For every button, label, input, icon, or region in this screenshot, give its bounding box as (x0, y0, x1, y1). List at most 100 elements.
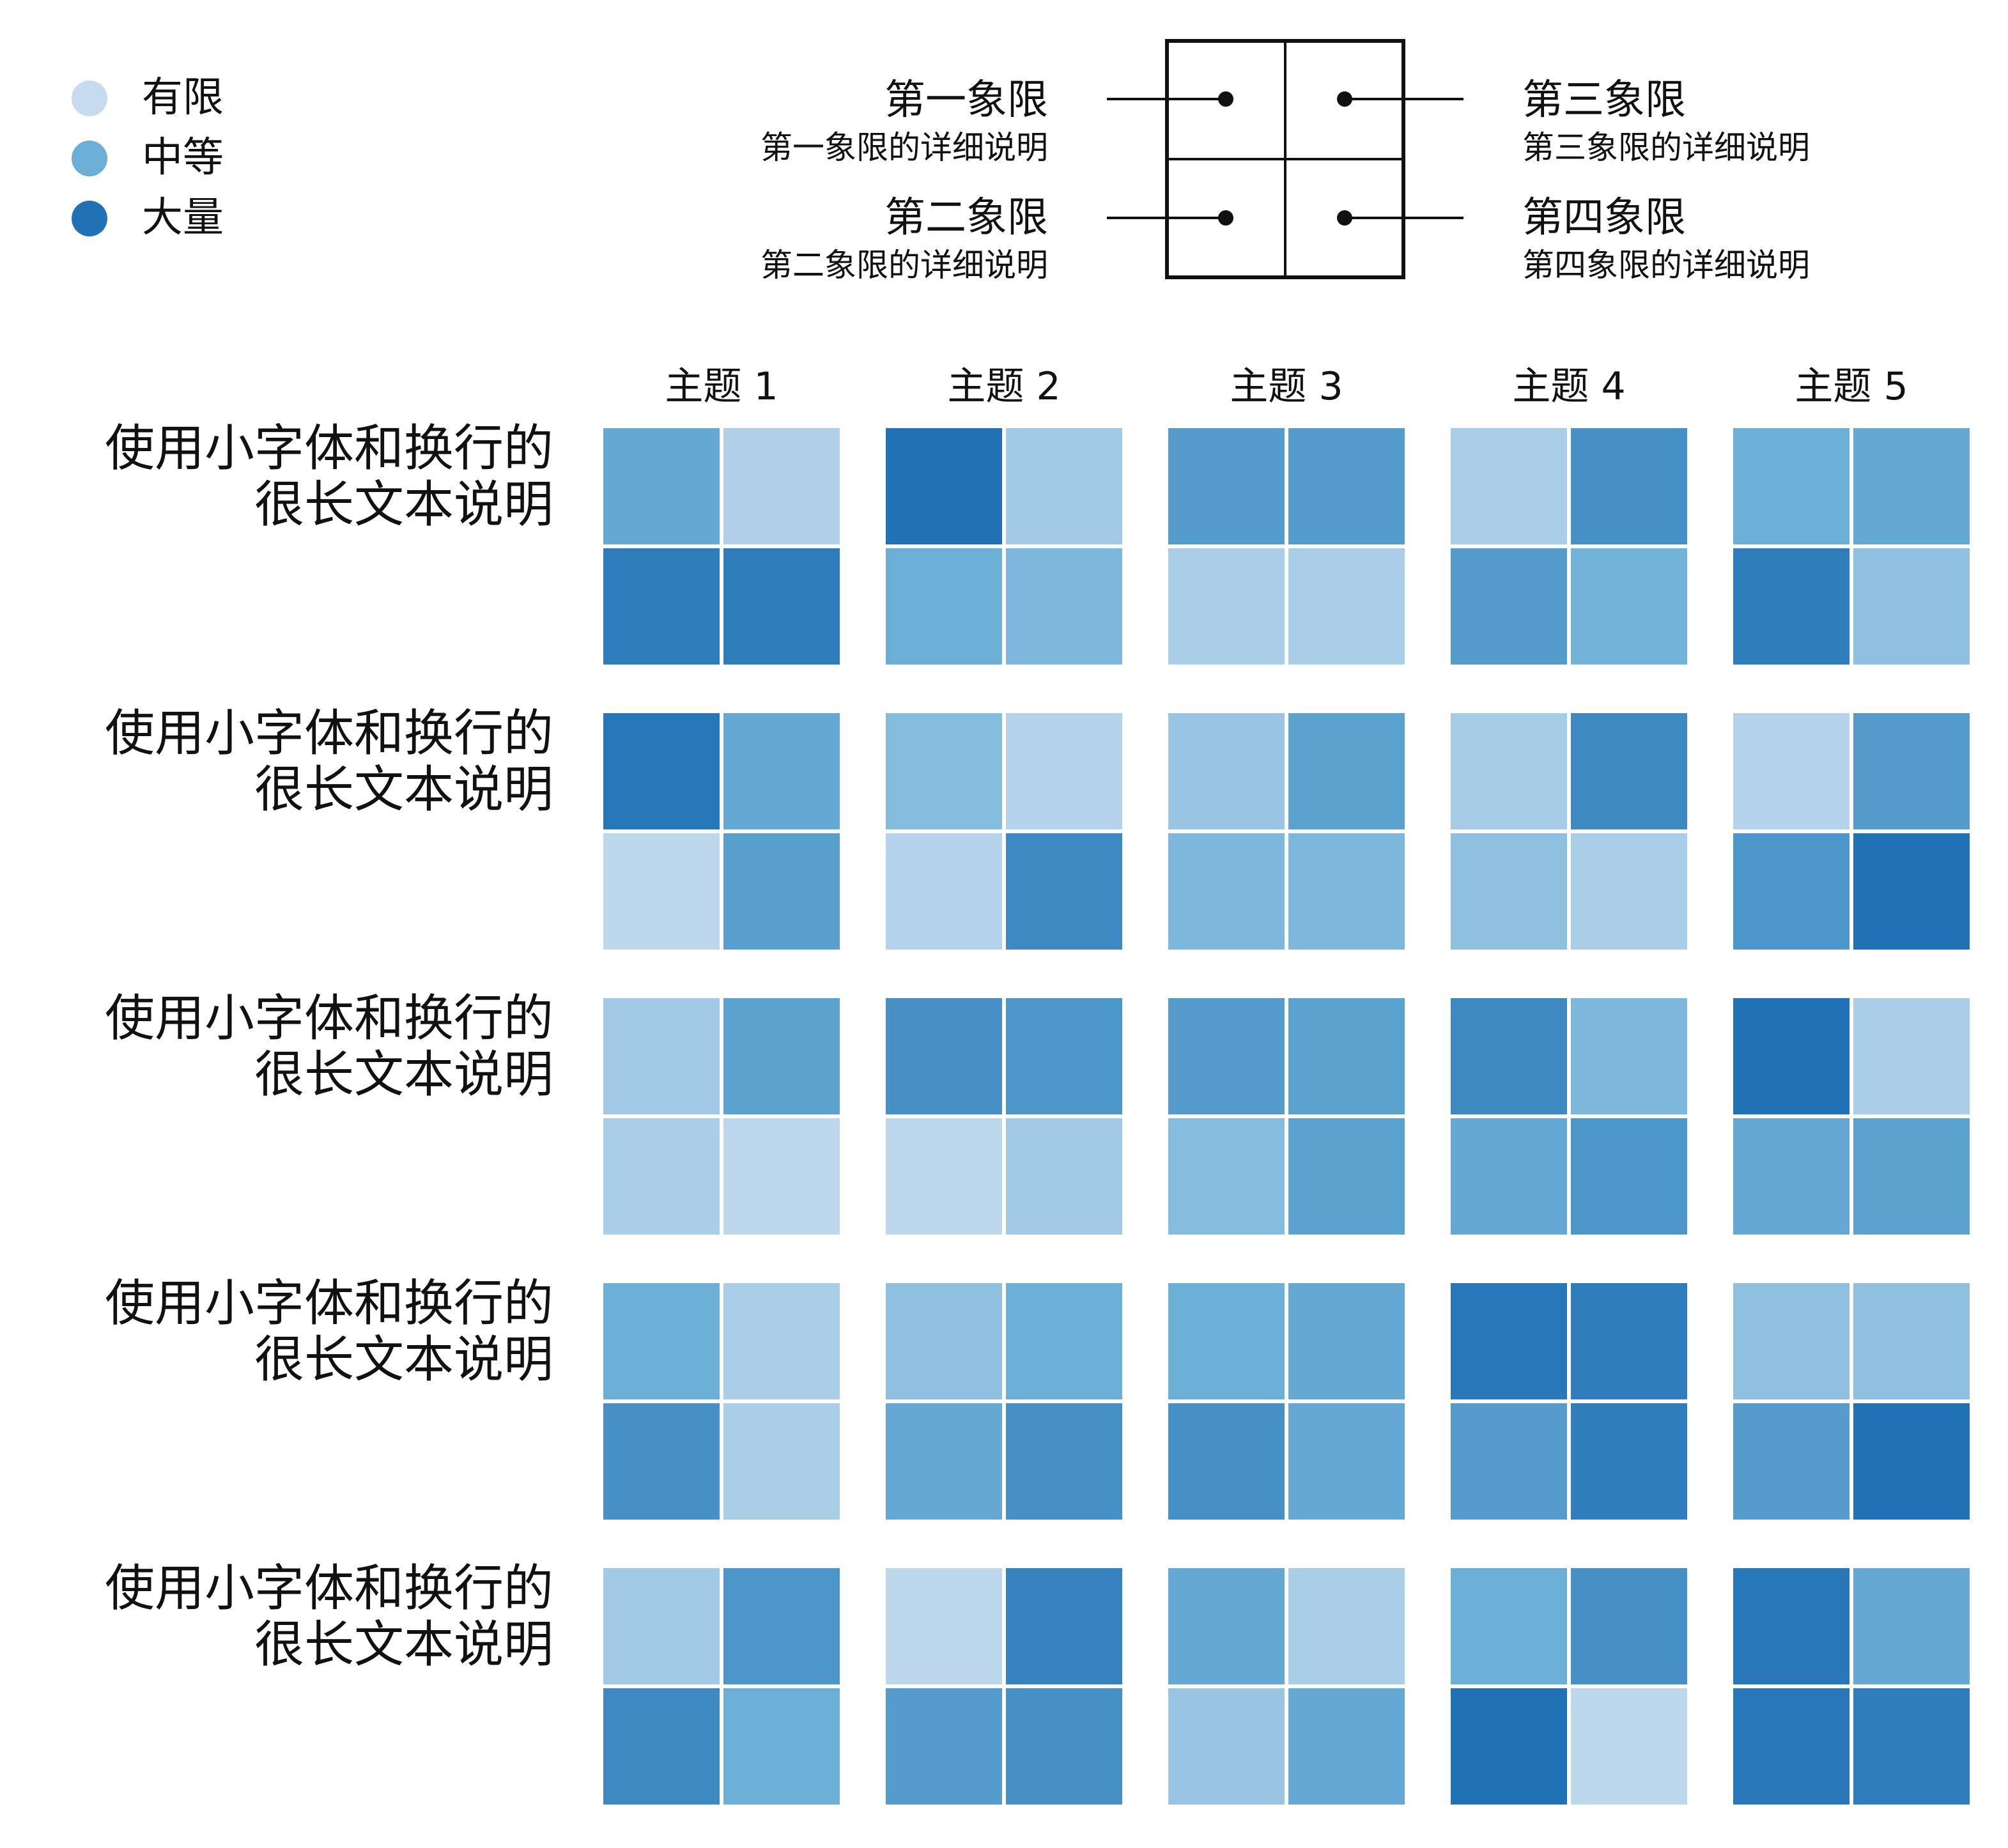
key-q1-desc: 第一象限的详细说明 (761, 129, 1048, 166)
column-header: 主题 3 (1230, 364, 1343, 409)
column-header: 主题 2 (947, 364, 1060, 409)
heatmap-cell (1733, 1568, 1850, 1684)
key-q4-desc: 第四象限的详细说明 (1522, 247, 1810, 284)
legend-swatch-limited (72, 81, 107, 116)
heatmap-cell (723, 713, 840, 829)
heatmap-cell (886, 1283, 1002, 1399)
heatmap-cell (723, 1403, 840, 1520)
heatmap-cell (1733, 998, 1850, 1114)
column-header: 主题 1 (665, 364, 778, 409)
legend-label-medium: 中等 (142, 134, 224, 181)
heatmap-cell (723, 833, 840, 950)
heatmap-cell (1451, 1688, 1567, 1805)
heatmap-cell (886, 713, 1002, 829)
legend-label-large: 大量 (142, 194, 224, 242)
heatmap-cell (1451, 1403, 1567, 1520)
heatmap-cell (1571, 548, 1687, 665)
column-headers: 主题 1 主题 2 主题 3 主题 4 主题 5 (665, 364, 1908, 409)
heatmap-cell (1288, 1688, 1405, 1805)
heatmap-cell (1168, 1688, 1285, 1805)
heatmap-cell (1571, 1283, 1687, 1399)
heatmap-cell (1451, 998, 1567, 1114)
heatmap-cell (1288, 428, 1405, 544)
key-dot-q1 (1218, 91, 1233, 107)
heatmap-cell (1288, 1118, 1405, 1235)
heatmap-cell (1288, 998, 1405, 1114)
heatmap-cell (603, 1688, 720, 1805)
heatmap-cell (603, 1403, 720, 1520)
heatmap-cell (1853, 1568, 1970, 1684)
key-q2-desc: 第二象限的详细说明 (761, 247, 1048, 284)
heatmap-cell (1288, 548, 1405, 665)
heatmap-cell (1733, 833, 1850, 950)
heatmap-cell (1733, 1403, 1850, 1520)
key-q3-title: 第三象限 (1522, 77, 1686, 124)
heatmap-cell (1451, 833, 1567, 950)
heatmap-cell (1451, 1118, 1567, 1235)
heatmap-cell (1853, 713, 1970, 829)
row-label-line1: 使用小字体和换行的 (105, 1560, 553, 1617)
row-label-line1: 使用小字体和换行的 (105, 1275, 553, 1332)
heatmap-cell (1006, 548, 1122, 665)
heatmap-cell (603, 1568, 720, 1684)
heatmap-cell (1451, 1283, 1567, 1399)
heatmap-cell (1451, 1568, 1567, 1684)
legend: 有限 中等 大量 (72, 74, 224, 242)
heatmap-cell (1733, 548, 1850, 665)
heatmap-cell (1571, 1403, 1687, 1520)
heatmap-cells (603, 428, 1970, 1805)
heatmap-cell (1006, 1403, 1122, 1520)
heatmap-cell (1168, 998, 1285, 1114)
heatmap-cell (1853, 548, 1970, 665)
heatmap-cell (603, 833, 720, 950)
heatmap-cell (603, 998, 720, 1114)
row-labels: 使用小字体和换行的很长文本说明使用小字体和换行的很长文本说明使用小字体和换行的很… (105, 420, 553, 1674)
heatmap-cell (886, 1403, 1002, 1520)
heatmap-cell (1288, 1403, 1405, 1520)
heatmap-cell (1006, 833, 1122, 950)
heatmap-cell (1451, 428, 1567, 544)
heatmap-cell (603, 428, 720, 544)
heatmap-cell (723, 1118, 840, 1235)
quadrant-key: 第一象限 第一象限的详细说明 第二象限 第二象限的详细说明 第三象限 第三象限的… (761, 39, 1810, 284)
column-header: 主题 5 (1795, 364, 1908, 409)
legend-label-limited: 有限 (142, 74, 224, 121)
heatmap-cell (1288, 833, 1405, 950)
heatmap-cell (1733, 713, 1850, 829)
heatmap-cell (723, 998, 840, 1114)
heatmap-cell (1853, 833, 1970, 950)
heatmap-cell (1853, 428, 1970, 544)
heatmap-cell (1571, 428, 1687, 544)
heatmap-cell (1288, 713, 1405, 829)
heatmap-cell (1006, 1568, 1122, 1684)
heatmap-cell (603, 1118, 720, 1235)
heatmap-cell (603, 548, 720, 665)
heatmap-cell (1006, 1283, 1122, 1399)
heatmap-cell (1006, 998, 1122, 1114)
heatmap-cell (1571, 1688, 1687, 1805)
heatmap-cell (1168, 833, 1285, 950)
heatmap-cell (1571, 1568, 1687, 1684)
heatmap-cell (886, 428, 1002, 544)
heatmap-cell (1168, 713, 1285, 829)
key-dot-q4 (1337, 210, 1352, 226)
heatmap-cell (1006, 713, 1122, 829)
column-header: 主题 4 (1512, 364, 1625, 409)
heatmap-cell (723, 1568, 840, 1684)
row-label-line2: 很长文本说明 (254, 476, 553, 534)
heatmap-cell (603, 1283, 720, 1399)
row-label-line2: 很长文本说明 (254, 1616, 553, 1674)
key-q1-title: 第一象限 (884, 77, 1048, 124)
heatmap-cell (1168, 1118, 1285, 1235)
heatmap-cell (886, 998, 1002, 1114)
heatmap-cell (1571, 833, 1687, 950)
heatmap-cell (603, 713, 720, 829)
heatmap-cell (1288, 1283, 1405, 1399)
legend-swatch-large (72, 201, 107, 236)
heatmap-cell (1853, 1118, 1970, 1235)
heatmap-cell (1168, 548, 1285, 665)
heatmap-cell (723, 428, 840, 544)
heatmap-cell (1733, 1688, 1850, 1805)
heatmap-cell (723, 1688, 840, 1805)
